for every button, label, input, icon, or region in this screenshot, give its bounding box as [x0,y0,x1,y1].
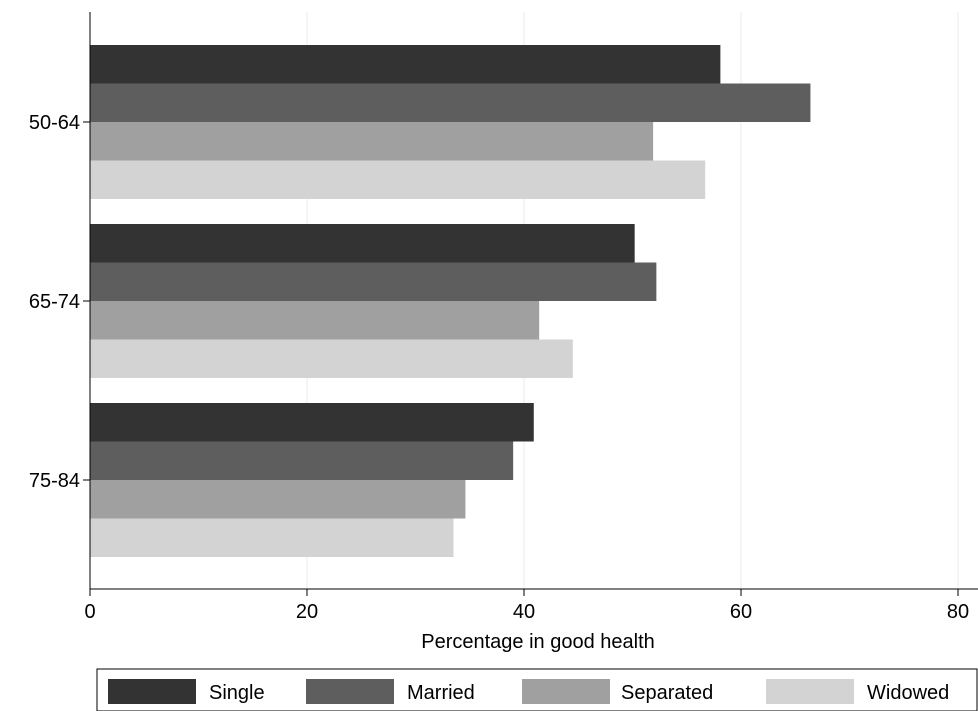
legend-swatch-widowed [766,679,854,704]
x-tick-label: 40 [513,601,535,623]
x-tick-label: 80 [947,601,969,623]
legend-swatch-single [108,679,196,704]
bars [90,45,811,557]
bar-separated-65-74 [90,301,540,340]
y-axis-ticks: 50-64 65-74 75-84 [29,112,90,492]
bar-married-50-64 [90,83,811,122]
legend-label-single: Single [209,682,265,704]
x-axis-title: Percentage in good health [421,631,655,653]
x-tick-label: 20 [296,601,318,623]
x-tick-label: 0 [84,601,95,623]
bar-single-50-64 [90,45,721,84]
bar-married-65-74 [90,262,657,301]
legend-label-widowed: Widowed [867,682,949,704]
legend-label-separated: Separated [621,682,713,704]
bar-separated-75-84 [90,480,466,519]
legend-swatch-married [306,679,394,704]
legend: Single Married Separated Widowed [96,668,978,711]
bar-widowed-75-84 [90,518,454,557]
bar-single-75-84 [90,403,534,442]
x-axis-ticks: 0 20 40 60 80 [84,589,969,623]
bar-single-65-74 [90,224,635,263]
x-tick-label: 60 [730,601,752,623]
bar-married-75-84 [90,441,514,480]
legend-label-married: Married [407,682,475,704]
y-tick-label: 65-74 [29,291,80,313]
y-tick-label: 75-84 [29,470,80,492]
y-tick-label: 50-64 [29,112,80,134]
bar-separated-50-64 [90,122,654,161]
legend-swatch-separated [522,679,610,704]
bar-widowed-65-74 [90,339,573,378]
bar-widowed-50-64 [90,160,706,199]
